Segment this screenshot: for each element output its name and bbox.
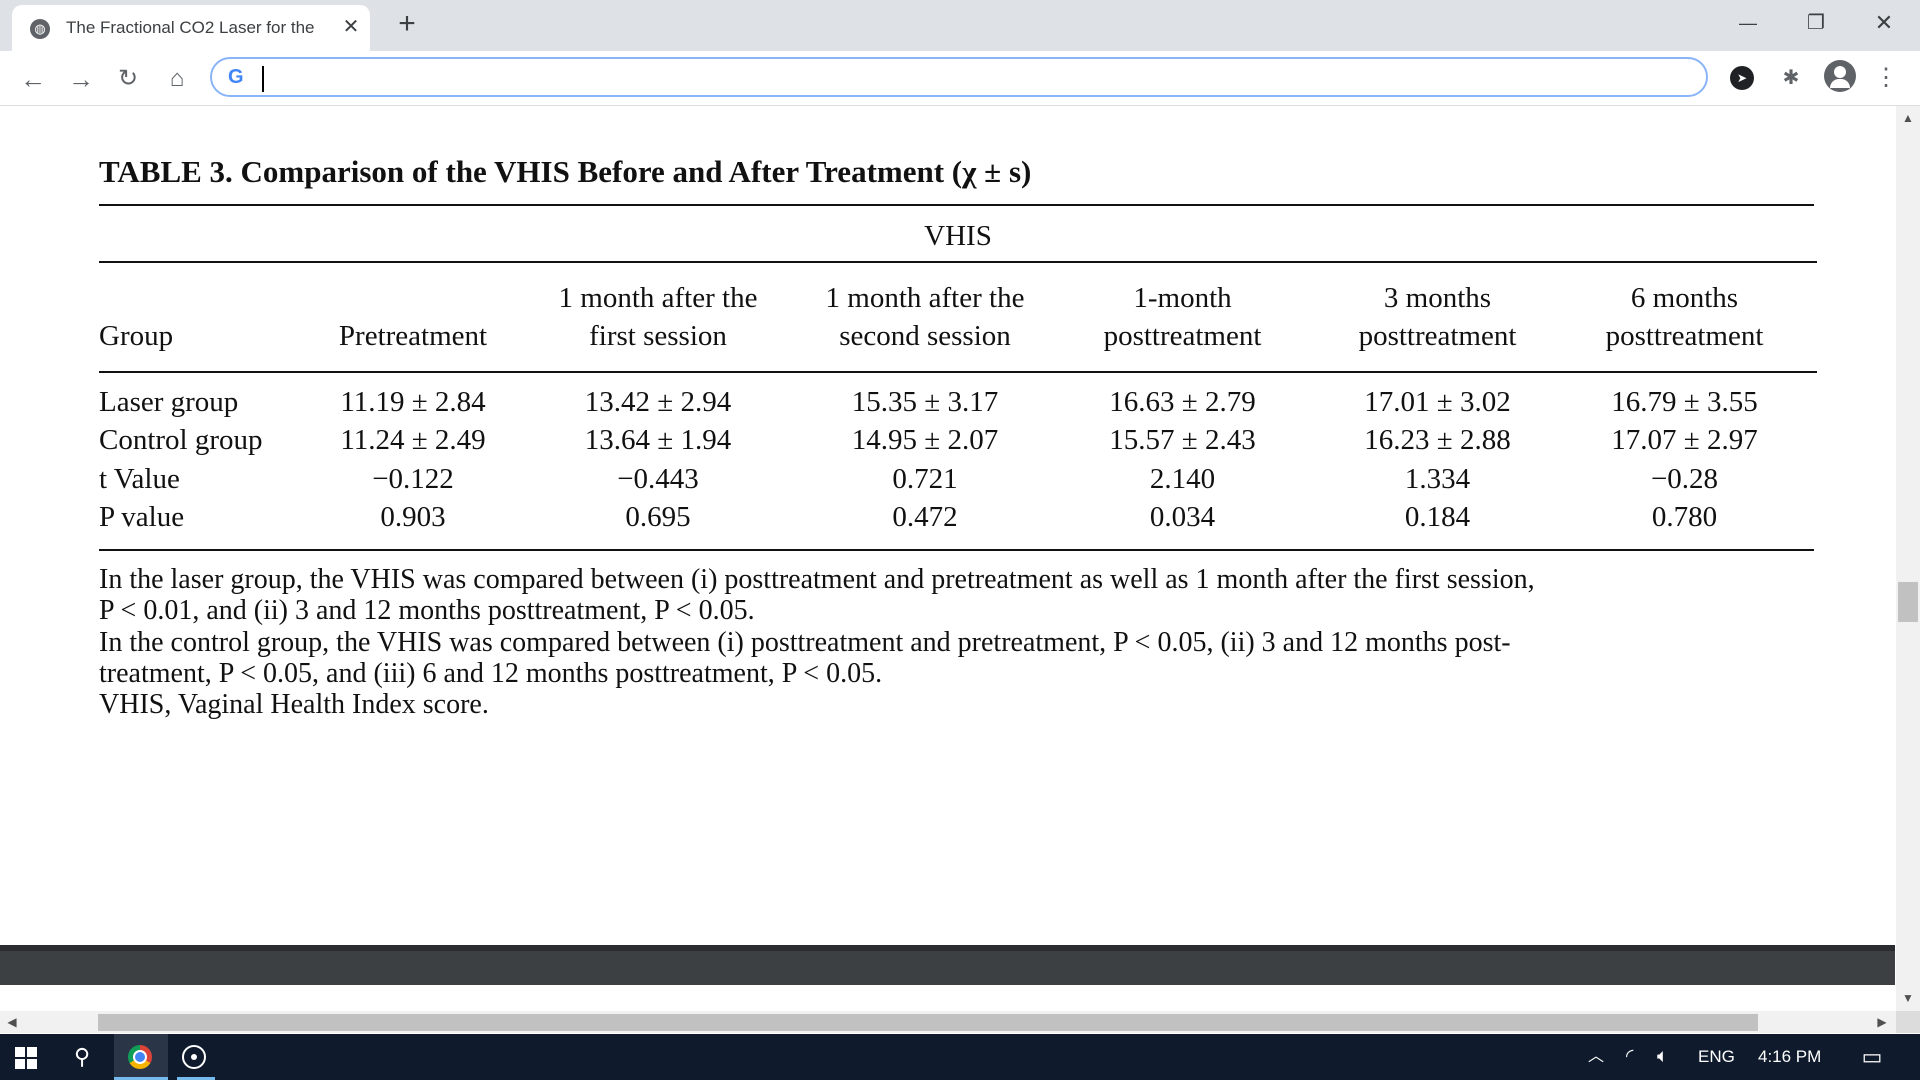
table-cell: 0.034: [1149, 501, 1216, 533]
footnote-line: VHIS, Vaginal Health Index score.: [99, 689, 489, 720]
row-label-laser-group: Laser group: [99, 386, 239, 418]
table-cell: 13.42 ± 2.94: [584, 386, 732, 418]
column-header-3-months-post: 3 months posttreatment: [1358, 282, 1517, 352]
table-cell: 13.64 ± 1.94: [584, 424, 732, 456]
forward-arrow-icon[interactable]: →: [68, 64, 94, 94]
close-tab-icon[interactable]: ✕: [342, 16, 360, 38]
table-cell: −0.28: [1650, 463, 1719, 495]
table-cell: 0.695: [625, 501, 691, 533]
table-cell: 2.140: [1149, 463, 1216, 495]
scroll-up-arrow-icon[interactable]: ▲: [1902, 111, 1914, 125]
column-header-rule: [99, 371, 1817, 373]
table-bottom-rule: [99, 549, 1814, 551]
table-cell: 1.334: [1404, 463, 1471, 495]
page-footer-band: [0, 945, 1895, 985]
clock[interactable]: 4:16 PM: [1758, 1047, 1822, 1066]
extension-cursor-icon[interactable]: ➤: [1730, 66, 1754, 90]
table-cell: 11.19 ± 2.84: [340, 386, 486, 418]
windows-start-icon[interactable]: [15, 1047, 37, 1069]
table-cell: 15.35 ± 3.17: [851, 386, 999, 418]
vertical-scrollbar[interactable]: [1896, 106, 1920, 1011]
table-cell: 0.903: [380, 501, 446, 533]
scroll-left-arrow-icon[interactable]: ◀: [7, 1015, 17, 1029]
chevron-up-icon[interactable]: ︿: [1588, 1048, 1605, 1065]
windows-taskbar: ⚲: [0, 1034, 1920, 1080]
table-cell: 11.24 ± 2.49: [340, 424, 486, 456]
column-header-6-months-post: 6 months posttreatment: [1605, 282, 1764, 352]
footnote-line: P < 0.01, and (ii) 3 and 12 months postt…: [99, 595, 755, 626]
table-cell: 16.79 ± 3.55: [1611, 386, 1758, 418]
browser-toolbar: ← → ↻ ⌂ G ✱ ⋮: [0, 51, 1920, 106]
table-cell: 0.472: [892, 501, 958, 533]
table-cell: −0.443: [617, 463, 699, 495]
search-icon[interactable]: ⚲: [73, 1044, 91, 1069]
table-cell: 16.63 ± 2.79: [1109, 386, 1256, 418]
column-header-pretreatment: Pretreatment: [338, 320, 488, 352]
spanning-header-vhis: VHIS: [924, 220, 992, 252]
address-bar[interactable]: G: [210, 57, 1708, 97]
table-cell: 0.780: [1651, 501, 1718, 533]
google-g-icon: G: [228, 66, 244, 88]
running-app-indicator: [177, 1077, 215, 1080]
page-viewport: TABLE 3. Comparison of the VHIS Before a…: [0, 106, 1895, 1012]
horizontal-scroll-thumb[interactable]: [98, 1014, 1758, 1031]
table-cell: 0.184: [1404, 501, 1471, 533]
table-cell: −0.122: [372, 463, 454, 495]
column-header-group: Group: [99, 320, 174, 352]
vertical-scroll-thumb[interactable]: [1898, 582, 1918, 622]
footnote-line: treatment, P < 0.05, and (iii) 6 and 12 …: [99, 658, 883, 689]
table-cell: 14.95 ± 2.07: [851, 424, 999, 456]
table-cell: 17.07 ± 2.97: [1611, 424, 1758, 456]
header-rule: [99, 261, 1817, 263]
language-indicator[interactable]: ENG: [1698, 1047, 1735, 1066]
wifi-icon[interactable]: ◜: [1626, 1046, 1634, 1067]
footnote-line: In the laser group, the VHIS was compare…: [99, 564, 1535, 595]
tab-strip: ◍ The Fractional CO2 Laser for the ✕ + —…: [0, 0, 1920, 51]
row-label-control-group: Control group: [99, 424, 263, 456]
globe-icon: ◍: [30, 19, 50, 39]
media-app-icon[interactable]: [182, 1045, 206, 1069]
notification-icon[interactable]: ▭: [1861, 1044, 1883, 1069]
chrome-icon: [128, 1045, 152, 1069]
column-header-second-session: 1 month after the second session: [825, 282, 1025, 352]
scrollbar-corner: [1896, 1011, 1920, 1033]
browser-tab-active[interactable]: ◍ The Fractional CO2 Laser for the ✕: [12, 5, 370, 51]
row-label-p-value: P value: [99, 501, 185, 533]
profile-avatar-icon[interactable]: [1824, 60, 1856, 92]
reload-icon[interactable]: ↻: [117, 65, 139, 92]
minimize-button[interactable]: —: [1739, 13, 1757, 33]
scroll-right-arrow-icon[interactable]: ▶: [1877, 1015, 1887, 1029]
restore-button[interactable]: ❐: [1807, 12, 1825, 34]
text-caret: [262, 66, 264, 92]
home-icon[interactable]: ⌂: [169, 65, 185, 92]
scroll-down-arrow-icon[interactable]: ▼: [1902, 991, 1914, 1005]
footnote-line: In the control group, the VHIS was compa…: [99, 627, 1511, 658]
new-tab-button[interactable]: +: [398, 7, 416, 40]
extensions-puzzle-icon[interactable]: ✱: [1782, 67, 1800, 89]
table-cell: 17.01 ± 3.02: [1364, 386, 1511, 418]
row-label-t-value: t Value: [99, 463, 180, 495]
menu-kebab-icon[interactable]: ⋮: [1874, 64, 1898, 91]
tab-title: The Fractional CO2 Laser for the: [66, 18, 315, 37]
table-cell: 16.23 ± 2.88: [1364, 424, 1511, 456]
table-title: TABLE 3. Comparison of the VHIS Before a…: [99, 154, 1032, 189]
table-cell: 15.57 ± 2.43: [1109, 424, 1256, 456]
table-cell: 0.721: [892, 463, 958, 495]
column-header-first-session: 1 month after the first session: [558, 282, 758, 352]
table-top-rule: [99, 204, 1814, 206]
close-window-button[interactable]: ✕: [1874, 10, 1894, 35]
address-input[interactable]: [258, 63, 1662, 93]
column-header-1-month-post: 1-month posttreatment: [1103, 282, 1262, 352]
speaker-icon[interactable]: 🔈︎: [1657, 1046, 1669, 1067]
back-arrow-icon[interactable]: ←: [20, 64, 46, 94]
